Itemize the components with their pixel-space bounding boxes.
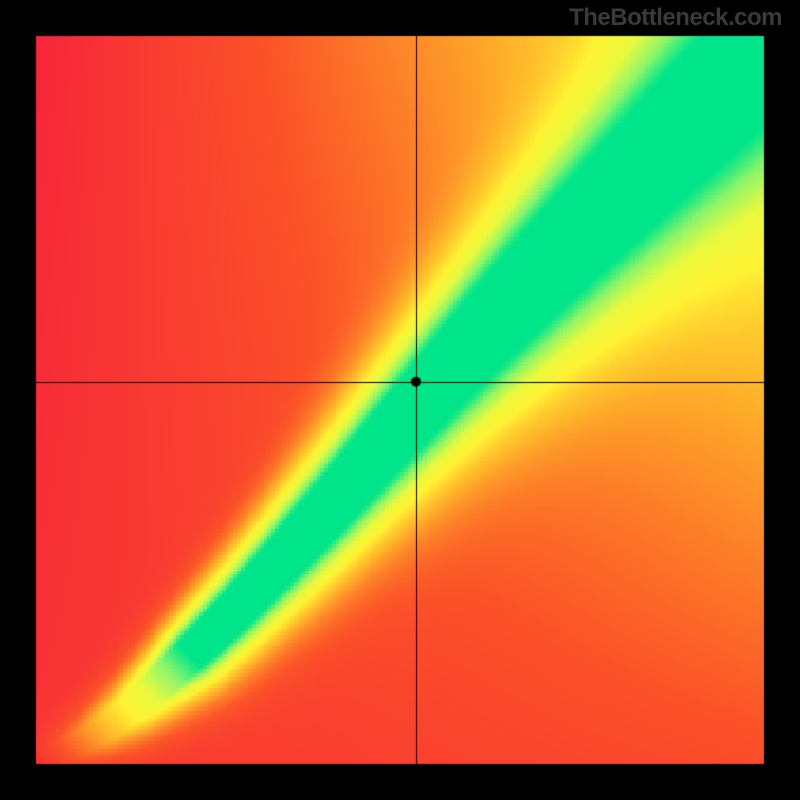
bottleneck-heatmap: [0, 0, 800, 800]
watermark-text: TheBottleneck.com: [569, 4, 782, 32]
